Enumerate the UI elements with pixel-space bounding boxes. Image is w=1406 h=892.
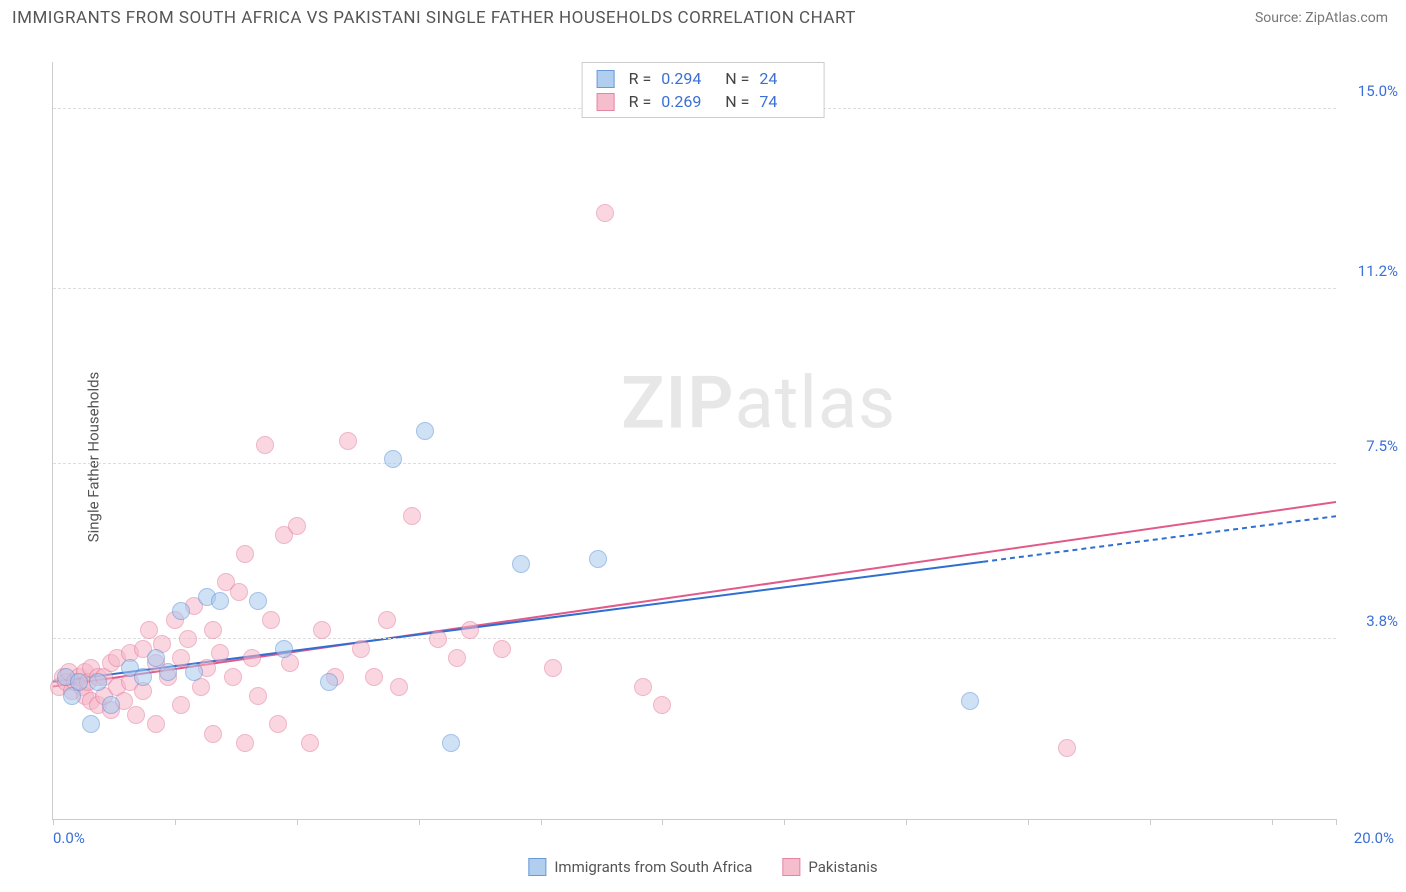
y-tick-label: 7.5% bbox=[1343, 437, 1398, 455]
data-point bbox=[179, 630, 197, 648]
data-point bbox=[269, 715, 287, 733]
data-point bbox=[172, 696, 190, 714]
data-point bbox=[596, 204, 614, 222]
data-point bbox=[653, 696, 671, 714]
data-point bbox=[204, 725, 222, 743]
data-point bbox=[134, 668, 152, 686]
data-point bbox=[159, 663, 177, 681]
data-point bbox=[256, 436, 274, 454]
watermark: ZIPatlas bbox=[621, 360, 896, 445]
x-tick-label-min: 0.0% bbox=[53, 829, 85, 847]
y-tick-label: 11.2% bbox=[1343, 262, 1398, 280]
data-point bbox=[384, 450, 402, 468]
swatch-series-b-icon bbox=[782, 858, 800, 876]
data-point bbox=[236, 734, 254, 752]
stats-row-series-a: R = 0.294 N = 24 bbox=[597, 67, 810, 90]
legend-item-series-b: Pakistanis bbox=[782, 858, 877, 876]
data-point bbox=[1058, 739, 1076, 757]
swatch-series-a-icon bbox=[528, 858, 546, 876]
data-point bbox=[236, 545, 254, 563]
data-point bbox=[378, 611, 396, 629]
stats-row-series-b: R = 0.269 N = 74 bbox=[597, 90, 810, 113]
data-point bbox=[365, 668, 383, 686]
data-point bbox=[172, 602, 190, 620]
data-point bbox=[416, 422, 434, 440]
data-point bbox=[352, 640, 370, 658]
swatch-series-b bbox=[597, 93, 615, 111]
data-point bbox=[230, 583, 248, 601]
data-point bbox=[589, 550, 607, 568]
data-point bbox=[448, 649, 466, 667]
data-point bbox=[493, 640, 511, 658]
trend-lines bbox=[53, 62, 1336, 819]
chart-title: IMMIGRANTS FROM SOUTH AFRICA VS PAKISTAN… bbox=[12, 8, 856, 28]
data-point bbox=[313, 621, 331, 639]
plot-region: ZIPatlas 3.8%7.5%11.2%15.0%0.0%20.0% bbox=[52, 62, 1336, 820]
data-point bbox=[70, 673, 88, 691]
data-point bbox=[127, 706, 145, 724]
data-point bbox=[512, 555, 530, 573]
data-point bbox=[461, 621, 479, 639]
source-attribution: Source: ZipAtlas.com bbox=[1255, 10, 1388, 26]
data-point bbox=[185, 663, 203, 681]
data-point bbox=[288, 517, 306, 535]
y-tick-label: 3.8% bbox=[1343, 612, 1398, 630]
data-point bbox=[339, 432, 357, 450]
data-point bbox=[961, 692, 979, 710]
data-point bbox=[262, 611, 280, 629]
legend-item-series-a: Immigrants from South Africa bbox=[528, 858, 752, 876]
data-point bbox=[211, 592, 229, 610]
swatch-series-a bbox=[597, 70, 615, 88]
data-point bbox=[429, 630, 447, 648]
data-point bbox=[544, 659, 562, 677]
x-tick-label-max: 20.0% bbox=[1354, 829, 1394, 847]
stats-legend-box: R = 0.294 N = 24 R = 0.269 N = 74 bbox=[582, 62, 825, 118]
y-tick-label: 15.0% bbox=[1343, 82, 1398, 100]
data-point bbox=[147, 715, 165, 733]
data-point bbox=[102, 696, 120, 714]
data-point bbox=[320, 673, 338, 691]
data-point bbox=[211, 644, 229, 662]
chart-area: Single Father Households R = 0.294 N = 2… bbox=[0, 32, 1406, 882]
data-point bbox=[249, 687, 267, 705]
chart-header: IMMIGRANTS FROM SOUTH AFRICA VS PAKISTAN… bbox=[0, 0, 1406, 32]
data-point bbox=[634, 678, 652, 696]
data-point bbox=[390, 678, 408, 696]
data-point bbox=[301, 734, 319, 752]
data-point bbox=[243, 649, 261, 667]
bottom-legend: Immigrants from South Africa Pakistanis bbox=[528, 858, 877, 876]
data-point bbox=[89, 673, 107, 691]
data-point bbox=[224, 668, 242, 686]
data-point bbox=[82, 715, 100, 733]
data-point bbox=[204, 621, 222, 639]
data-point bbox=[403, 507, 421, 525]
data-point bbox=[442, 734, 460, 752]
data-point bbox=[249, 592, 267, 610]
data-point bbox=[275, 640, 293, 658]
